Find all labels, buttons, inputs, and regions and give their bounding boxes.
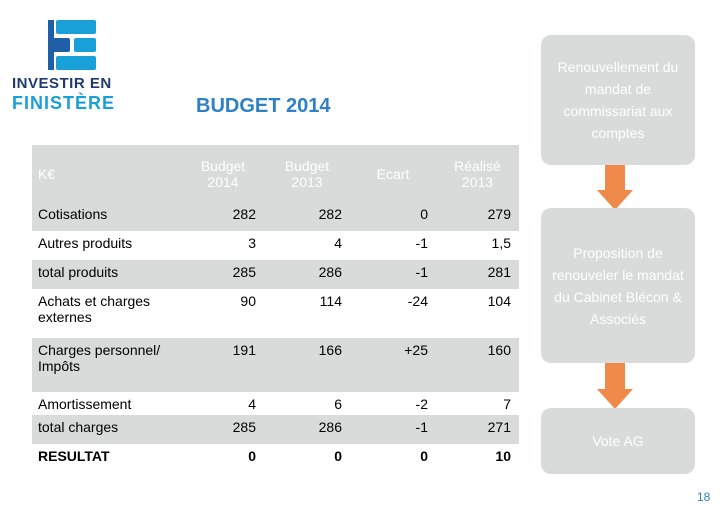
- column-header-realise-2013: Réalisé 2013: [454, 157, 501, 190]
- logo-text-finistere: FINISTÈRE: [12, 93, 116, 113]
- step-text: Vote AG: [592, 433, 644, 449]
- column-header-budget-2013: Budget 2013: [284, 157, 330, 190]
- cell-value: 281: [487, 264, 511, 280]
- column-header-unit: K€: [38, 165, 56, 182]
- budget-table: K€ Budget 2014 Budget 2013 Ecart Réalisé…: [32, 145, 519, 471]
- row-label: Charges personnel/ Impôts: [38, 342, 161, 374]
- cell-value: 3: [248, 235, 256, 251]
- cell-value: 0: [420, 206, 428, 222]
- cell-value: 104: [487, 293, 511, 309]
- cell-value: 285: [232, 264, 256, 280]
- cell-value: 286: [318, 264, 342, 280]
- step-text: Renouvellement du mandat de commissariat…: [557, 59, 679, 141]
- cell-value: 282: [232, 206, 256, 222]
- cell-value: 4: [334, 235, 342, 251]
- column-header-ecart: Ecart: [376, 165, 410, 182]
- cell-value: 6: [334, 396, 342, 412]
- investir-logo-emblem-icon: [48, 20, 96, 70]
- step-box-renouvellement: Renouvellement du mandat de commissariat…: [541, 35, 695, 165]
- row-label: Autres produits: [38, 235, 133, 251]
- cell-value: 0: [420, 448, 428, 464]
- cell-value: 279: [487, 206, 511, 222]
- table-row: total produits 285 286 -1 281: [32, 260, 519, 289]
- row-label: total charges: [38, 419, 119, 435]
- cell-value: 1,5: [491, 235, 511, 251]
- row-label: Achats et charges externes: [38, 293, 151, 325]
- table-row: Autres produits 3 4 -1 1,5: [32, 231, 519, 260]
- cell-value: -24: [407, 293, 428, 309]
- table-row: Amortissement 4 6 -2 7: [32, 392, 519, 415]
- table-header-row: K€ Budget 2014 Budget 2013 Ecart Réalisé…: [32, 145, 519, 202]
- table-row: total charges 285 286 -1 271: [32, 415, 519, 444]
- cell-value: 0: [248, 448, 256, 464]
- row-label: total produits: [38, 264, 119, 280]
- row-label: Amortissement: [38, 396, 132, 412]
- table-row: Achats et charges externes 90 114 -24 10…: [32, 289, 519, 338]
- cell-value: 271: [487, 419, 511, 435]
- cell-value: -2: [415, 396, 428, 412]
- table-row: Cotisations 282 282 0 279: [32, 202, 519, 231]
- step-box-proposition: Proposition de renouveler le mandat du C…: [541, 208, 695, 363]
- cell-value: 114: [319, 293, 342, 309]
- cell-value: 286: [318, 419, 342, 435]
- cell-value: -1: [415, 264, 428, 280]
- step-box-vote-ag: Vote AG: [541, 408, 695, 474]
- cell-value: 90: [240, 293, 256, 309]
- table-row-total: RESULTAT 0 0 0 10: [32, 444, 519, 471]
- cell-value: 0: [334, 448, 342, 464]
- cell-value: 166: [318, 342, 342, 358]
- cell-value: 160: [487, 342, 511, 358]
- cell-value: 191: [232, 342, 256, 358]
- row-label: Cotisations: [38, 206, 108, 222]
- cell-value: -1: [415, 235, 428, 251]
- cell-value: 4: [248, 396, 256, 412]
- cell-value: +25: [404, 342, 428, 358]
- row-label: RESULTAT: [38, 448, 110, 464]
- cell-value: 285: [232, 419, 256, 435]
- logo-text-investir: INVESTIR EN: [12, 75, 112, 92]
- step-text: Proposition de renouveler le mandat du C…: [552, 244, 684, 327]
- column-header-budget-2014: Budget 2014: [200, 157, 246, 190]
- logo: INVESTIR EN FINISTÈRE: [12, 18, 162, 118]
- page-title: BUDGET 2014: [196, 95, 331, 117]
- cell-value: 10: [495, 448, 511, 464]
- cell-value: -1: [415, 419, 428, 435]
- page-number: 18: [697, 490, 711, 504]
- cell-value: 282: [318, 206, 342, 222]
- cell-value: 7: [503, 396, 511, 412]
- table-row: Charges personnel/ Impôts 191 166 +25 16…: [32, 338, 519, 392]
